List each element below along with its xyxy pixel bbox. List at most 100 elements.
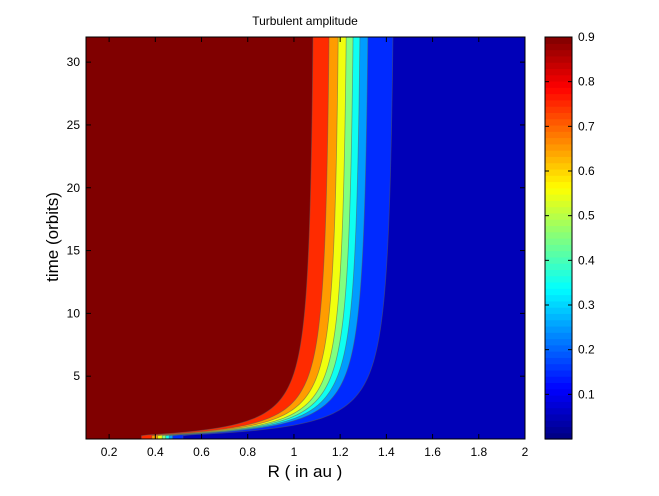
colorbar-cell — [545, 294, 572, 302]
contour-line-0.5 — [161, 36, 347, 439]
contour-line-0.8 — [141, 36, 314, 439]
x-tick-label: 0.8 — [239, 445, 256, 459]
y-tick-label: 25 — [67, 118, 81, 132]
colorbar-cell — [545, 55, 572, 63]
x-tick-label: 1 — [291, 445, 298, 459]
contour-line-0.4 — [165, 36, 354, 439]
x-tick-label: 1.4 — [378, 445, 395, 459]
colorbar-cell — [545, 219, 572, 227]
colorbar-cell — [545, 150, 572, 157]
colorbar-cell — [545, 162, 572, 170]
colorbar-cell — [545, 231, 572, 239]
colorbar-cell — [545, 118, 572, 126]
colorbar-cell — [545, 369, 572, 377]
plot-area — [85, 36, 526, 440]
colorbar-cell — [545, 395, 572, 402]
colorbar-cell — [545, 363, 572, 371]
colorbar-cell — [545, 187, 572, 195]
contour-line-0.1 — [182, 36, 394, 439]
x-tick-label: 1.8 — [470, 445, 487, 459]
colorbar-cell — [545, 401, 572, 409]
y-axis-label: time (orbits) — [43, 192, 62, 282]
colorbar-cell — [545, 99, 572, 107]
colorbar-tick-label: 0.2 — [578, 343, 595, 357]
colorbar-cell — [545, 357, 572, 365]
colorbar-cell — [545, 112, 572, 120]
colorbar-cell — [545, 432, 572, 440]
x-axis-label: R ( in au ) — [268, 462, 343, 481]
contour-line-0.6 — [157, 36, 339, 439]
colorbar-cell — [545, 225, 572, 233]
colorbar-cell — [545, 200, 572, 208]
colorbar-cell — [545, 68, 572, 76]
colorbar-cell — [545, 332, 572, 340]
x-tick-label: 0.2 — [101, 445, 118, 459]
colorbar-cell — [545, 344, 572, 352]
colorbar-cell — [545, 181, 572, 189]
y-tick-label: 20 — [67, 181, 81, 195]
y-tick-label: 15 — [67, 244, 81, 258]
colorbar: 0.1 0.2 0.3 0.4 0.5 0.6 0.7 0.8 0.9 — [544, 30, 595, 440]
colorbar-cell — [545, 156, 572, 164]
colorbar-tick-label: 0.4 — [578, 253, 595, 267]
y-tick-label: 10 — [67, 306, 81, 320]
contour-line-0.7 — [151, 36, 330, 439]
colorbar-tick-label: 0.3 — [578, 298, 595, 312]
colorbar-cell — [545, 143, 572, 151]
colorbar-cell — [545, 407, 572, 415]
colorbar-cell — [545, 74, 572, 82]
colorbar-tick-label: 0.7 — [578, 119, 595, 133]
colorbar-cell — [545, 288, 572, 296]
y-axis: 5 10 15 20 25 30 — [67, 55, 525, 383]
colorbar-cell — [545, 376, 572, 384]
plot-frame — [85, 36, 526, 440]
colorbar-cell — [545, 238, 572, 245]
colorbar-cell — [545, 319, 572, 327]
colorbar-cell — [545, 137, 572, 145]
colorbar-tick-label: 0.8 — [578, 75, 595, 89]
contour-line-0.2 — [172, 36, 369, 439]
colorbar-cell — [545, 388, 572, 396]
colorbar-tick-label: 0.5 — [578, 209, 595, 223]
colorbar-cell — [545, 62, 572, 70]
colorbar-cell — [545, 263, 572, 271]
chart-title: Turbulent amplitude — [252, 14, 358, 28]
colorbar-cell — [545, 413, 572, 421]
colorbar-frame — [544, 36, 573, 440]
colorbar-cell — [545, 382, 572, 390]
x-tick-label: 0.4 — [147, 445, 164, 459]
colorbar-cell — [545, 194, 572, 201]
x-tick-label: 1.6 — [424, 445, 441, 459]
colorbar-cell — [545, 49, 572, 57]
colorbar-cell — [545, 93, 572, 101]
y-tick-label: 30 — [67, 55, 81, 69]
colorbar-cell — [545, 250, 572, 258]
colorbar-cell — [545, 212, 572, 220]
colorbar-cell — [545, 37, 572, 44]
colorbar-cell — [545, 43, 572, 51]
colorbar-cell — [545, 338, 572, 346]
colorbar-tick-label: 0.9 — [578, 30, 595, 44]
colorbar-cell — [545, 80, 572, 88]
x-axis: 0.2 0.4 0.6 0.8 1 1.2 1.4 1.6 1.8 2 — [101, 37, 529, 459]
colorbar-cell — [545, 106, 572, 113]
colorbar-cell — [545, 256, 572, 264]
y-tick-label: 5 — [73, 369, 80, 383]
colorbar-cell — [545, 131, 572, 139]
colorbar-cell — [545, 275, 572, 283]
colorbar-tick-label: 0.1 — [578, 387, 595, 401]
colorbar-cell — [545, 300, 572, 308]
contour-band-0.1 — [183, 37, 526, 439]
colorbar-cell — [545, 244, 572, 252]
colorbar-cell — [545, 87, 572, 95]
colorbar-cell — [545, 325, 572, 333]
colorbar-cell — [545, 313, 572, 321]
colorbar-cell — [545, 269, 572, 277]
colorbar-cell — [545, 307, 572, 314]
colorbar-cell — [545, 281, 572, 289]
colorbar-cell — [545, 168, 572, 176]
x-tick-label: 2 — [522, 445, 529, 459]
colorbar-cell — [545, 426, 572, 434]
colorbar-cell — [545, 420, 572, 428]
